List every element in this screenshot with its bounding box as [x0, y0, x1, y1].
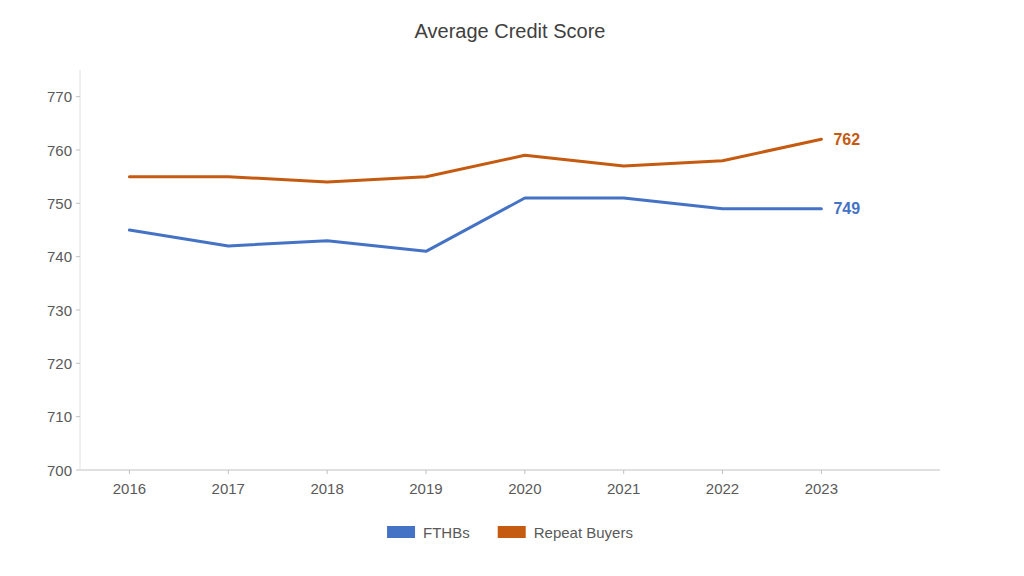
x-tick-label: 2020: [508, 480, 541, 497]
x-tick: [722, 470, 723, 474]
x-tick-label: 2022: [706, 480, 739, 497]
y-tick-label: 710: [47, 408, 72, 425]
y-tick-label: 730: [47, 302, 72, 319]
y-tick: [76, 96, 80, 97]
chart-container: Average Credit Score 700 710 720 730 740 750 76…: [0, 0, 1024, 576]
y-tick-label: 760: [47, 142, 72, 159]
x-tick: [327, 470, 328, 474]
y-tick-label: 770: [47, 88, 72, 105]
y-tick: [76, 416, 80, 417]
y-tick: [76, 203, 80, 204]
y-tick-label: 720: [47, 355, 72, 372]
y-tick-label: 700: [47, 462, 72, 479]
y-tick: [76, 470, 80, 471]
legend-item: Repeat Buyers: [498, 524, 633, 541]
x-tick: [524, 470, 525, 474]
legend-swatch: [387, 526, 415, 538]
legend-label: FTHBs: [423, 524, 470, 541]
x-tick-label: 2017: [212, 480, 245, 497]
chart-svg: Average Credit Score 700 710 720 730 740 750 76…: [0, 0, 1024, 576]
x-tick: [129, 470, 130, 474]
y-tick-label: 740: [47, 248, 72, 265]
y-tick-label: 750: [47, 195, 72, 212]
x-tick-label: 2016: [113, 480, 146, 497]
y-tick: [76, 256, 80, 257]
y-tick: [76, 363, 80, 364]
legend: FTHBs Repeat Buyers: [387, 524, 633, 541]
x-tick-label: 2023: [805, 480, 838, 497]
y-axis-line: [80, 70, 81, 470]
x-tick: [228, 470, 229, 474]
plot-area: [129, 139, 821, 251]
legend-item: FTHBs: [387, 524, 470, 541]
chart-title: Average Credit Score: [415, 20, 606, 42]
x-tick: [821, 470, 822, 474]
end-label: 749: [833, 200, 860, 217]
y-tick: [76, 150, 80, 151]
x-tick: [425, 470, 426, 474]
x-tick-label: 2018: [310, 480, 343, 497]
x-tick-label: 2021: [607, 480, 640, 497]
end-label: 762: [833, 131, 860, 148]
legend-label: Repeat Buyers: [534, 524, 633, 541]
series-line: [129, 198, 821, 251]
x-tick: [623, 470, 624, 474]
series-line: [129, 139, 821, 182]
x-axis-line: [80, 470, 940, 471]
x-tick-label: 2019: [409, 480, 442, 497]
y-tick: [76, 310, 80, 311]
legend-swatch: [498, 526, 526, 538]
